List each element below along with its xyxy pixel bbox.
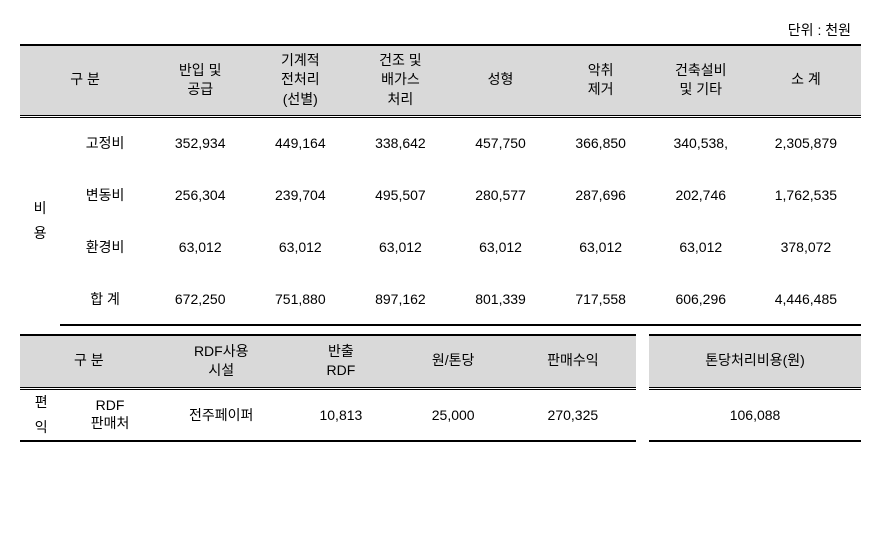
category-cell2: 편 익 [20,389,62,441]
cell: 63,012 [450,221,550,273]
table-row: 편 익 RDF 판매처 전주페이퍼 10,813 25,000 270,325 … [20,389,861,441]
cell: 366,850 [551,117,651,169]
spacer [636,389,649,441]
cell: 63,012 [551,221,651,273]
second-header-row: 구 분 RDF사용 시설 반출 RDF 원/톤당 판매수익 톤당처리비용(원) [20,335,861,387]
cell: 280,577 [450,169,550,221]
header2-col4: 판매수익 [509,335,636,387]
cell: 2,305,879 [751,117,861,169]
row-label: 변동비 [60,169,150,221]
header-category2: 구 분 [20,335,158,387]
cell: 1,762,535 [751,169,861,221]
table-row: 합 계 672,250 751,880 897,162 801,339 717,… [20,273,861,325]
cell: 256,304 [150,169,250,221]
cell: 751,880 [250,273,350,325]
header-col7: 소 계 [751,45,861,115]
cell: 457,750 [450,117,550,169]
row-label2: RDF 판매처 [62,389,157,441]
header-col4: 성형 [450,45,550,115]
cell: 270,325 [509,389,636,441]
cell: 606,296 [651,273,751,325]
category-cell: 비 용 [20,117,60,325]
cell: 4,446,485 [751,273,861,325]
cell: 10,813 [285,389,397,441]
header2-col1: RDF사용 시설 [158,335,285,387]
cell: 287,696 [551,169,651,221]
cell: 63,012 [651,221,751,273]
main-header-row: 구 분 반입 및 공급 기계적 전처리 (선별) 건조 및 배가스 처리 성형 … [20,45,861,115]
cell: 63,012 [350,221,450,273]
cell: 239,704 [250,169,350,221]
cell: 378,072 [751,221,861,273]
cell: 340,538, [651,117,751,169]
main-cost-table: 구 분 반입 및 공급 기계적 전처리 (선별) 건조 및 배가스 처리 성형 … [20,44,861,326]
header2-col2: 반출 RDF [285,335,397,387]
cell: 352,934 [150,117,250,169]
header2-col3: 원/톤당 [397,335,509,387]
cell: 전주페이퍼 [158,389,285,441]
row-label: 고정비 [60,117,150,169]
row-label: 환경비 [60,221,150,273]
table-row: 변동비 256,304 239,704 495,507 280,577 287,… [20,169,861,221]
cell: 495,507 [350,169,450,221]
header-col1: 반입 및 공급 [150,45,250,115]
benefit-table: 구 분 RDF사용 시설 반출 RDF 원/톤당 판매수익 톤당처리비용(원) … [20,334,861,442]
header-category: 구 분 [20,45,150,115]
cell: 63,012 [250,221,350,273]
cell: 717,558 [551,273,651,325]
cell: 202,746 [651,169,751,221]
cell: 672,250 [150,273,250,325]
cell: 25,000 [397,389,509,441]
header-col2: 기계적 전처리 (선별) [250,45,350,115]
cell: 63,012 [150,221,250,273]
header-col3: 건조 및 배가스 처리 [350,45,450,115]
header-col5: 악취 제거 [551,45,651,115]
header2-col5: 톤당처리비용(원) [649,335,861,387]
cell: 897,162 [350,273,450,325]
table-row: 비 용 고정비 352,934 449,164 338,642 457,750 … [20,117,861,169]
cell: 449,164 [250,117,350,169]
cell: 338,642 [350,117,450,169]
cell: 801,339 [450,273,550,325]
cell: 106,088 [649,389,861,441]
row-label: 합 계 [60,273,150,325]
header-col6: 건축설비 및 기타 [651,45,751,115]
spacer [636,335,649,387]
table-row: 환경비 63,012 63,012 63,012 63,012 63,012 6… [20,221,861,273]
unit-label: 단위 : 천원 [20,20,861,40]
